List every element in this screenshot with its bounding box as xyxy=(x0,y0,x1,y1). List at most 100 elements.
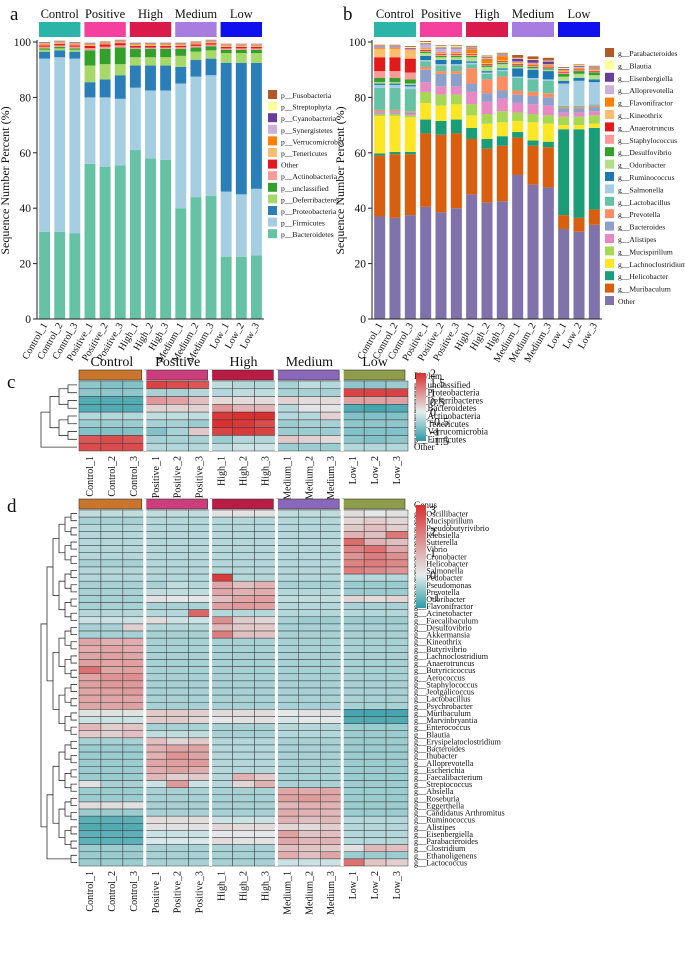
heat-cell xyxy=(320,780,343,788)
bar-segment xyxy=(99,79,111,98)
heat-cell xyxy=(232,602,255,610)
row-label: g__Muribaculum xyxy=(414,709,471,718)
bar-segment xyxy=(250,44,262,45)
group-annotation-control xyxy=(78,498,143,510)
heat-cell xyxy=(254,858,277,867)
heat-cell xyxy=(385,758,409,767)
bar-segment xyxy=(542,65,554,67)
heat-cell xyxy=(144,830,167,838)
bar-segment xyxy=(374,87,386,110)
heat-cell xyxy=(122,580,146,589)
bar-segment xyxy=(69,48,81,50)
bar-segment xyxy=(205,58,217,76)
legend-swatch xyxy=(605,48,614,57)
chart-c: Control Positive High Medium LowPhylump__unc… xyxy=(40,355,488,500)
row-label: g__Butyricicoccus xyxy=(414,666,475,675)
heat-cell xyxy=(276,380,299,390)
color-scale-tick: 0.5 xyxy=(430,395,445,409)
bar-segment xyxy=(235,48,247,50)
bar-segment xyxy=(250,62,262,189)
bar-segment xyxy=(435,46,447,48)
heat-cell xyxy=(341,435,365,444)
heat-cell xyxy=(385,404,409,413)
bar-segment xyxy=(542,147,554,188)
heat-cell xyxy=(100,680,124,689)
bar-segment xyxy=(435,47,447,49)
heat-cell xyxy=(298,419,321,428)
bar-segment xyxy=(496,71,508,77)
bar-segment xyxy=(420,69,432,83)
bar-segment xyxy=(542,64,554,65)
bar-segment xyxy=(160,90,172,160)
heat-cell xyxy=(188,523,211,532)
heat-cell xyxy=(385,396,409,405)
heat-cell xyxy=(385,666,409,675)
heat-cell xyxy=(210,680,233,689)
bar-segment xyxy=(69,43,81,45)
heat-cell xyxy=(254,573,277,582)
bar-segment xyxy=(404,112,416,115)
bar-segment xyxy=(39,58,51,232)
bar-segment xyxy=(404,47,416,49)
bar-segment xyxy=(588,69,600,70)
bar-segment xyxy=(420,66,432,70)
heat-cell xyxy=(100,552,124,561)
heat-cell xyxy=(341,559,365,568)
bar-segment xyxy=(389,84,401,88)
bar-segment xyxy=(160,65,172,91)
heat-cell xyxy=(385,766,409,774)
heat-cell xyxy=(166,744,189,753)
bar-segment xyxy=(114,43,126,46)
heat-cell xyxy=(254,645,277,653)
heat-cell xyxy=(122,509,146,518)
bar-segment xyxy=(435,105,447,121)
bar-segment xyxy=(558,68,570,70)
bar-segment xyxy=(389,57,401,72)
heat-cell xyxy=(166,858,189,867)
heat-cell xyxy=(385,780,409,788)
heat-cell xyxy=(100,659,124,667)
heat-cell xyxy=(254,851,277,860)
heat-cell xyxy=(254,701,277,710)
bar-segment xyxy=(481,58,493,64)
heat-cell xyxy=(78,830,102,838)
bar-segment xyxy=(205,195,217,319)
heat-cell xyxy=(385,545,409,553)
bar-segment xyxy=(588,79,600,83)
heat-cell xyxy=(188,419,211,428)
heat-cell xyxy=(341,623,365,632)
heat-cell xyxy=(166,427,189,436)
heat-cell xyxy=(276,609,299,618)
group-label-control: Control xyxy=(91,355,134,370)
row-label: g__Mucispirillum xyxy=(414,517,474,526)
heat-cell xyxy=(298,823,321,831)
bar-segment xyxy=(527,68,539,70)
heat-cell xyxy=(144,630,167,639)
bar-segment xyxy=(481,72,493,74)
heat-cell xyxy=(276,419,299,428)
group-label-medium: Medium xyxy=(286,355,334,370)
heat-cell xyxy=(254,787,277,796)
heat-cell xyxy=(232,844,255,853)
bar-segment xyxy=(84,82,96,98)
heat-cell xyxy=(341,523,365,532)
heat-cell xyxy=(122,787,146,796)
row-label: g__Parabacteroides xyxy=(414,837,478,846)
heat-cell xyxy=(78,716,102,724)
heat-cell xyxy=(232,659,255,667)
bar-segment xyxy=(435,53,447,55)
bar-segment xyxy=(39,43,51,45)
heat-cell xyxy=(188,442,211,452)
heat-cell xyxy=(363,552,387,561)
row-label: g__Lachnoclostridium xyxy=(414,652,489,661)
color-scale-tick: -1 xyxy=(430,424,440,438)
dendrogram-branch xyxy=(58,419,68,436)
heat-cell xyxy=(78,435,102,444)
heat-cell xyxy=(363,780,387,788)
y-tick-label: 0 xyxy=(360,314,366,326)
heat-cell xyxy=(363,509,387,518)
heat-cell xyxy=(254,538,277,546)
heat-cell xyxy=(232,794,255,803)
heat-cell xyxy=(210,652,233,660)
heat-cell xyxy=(78,442,102,452)
